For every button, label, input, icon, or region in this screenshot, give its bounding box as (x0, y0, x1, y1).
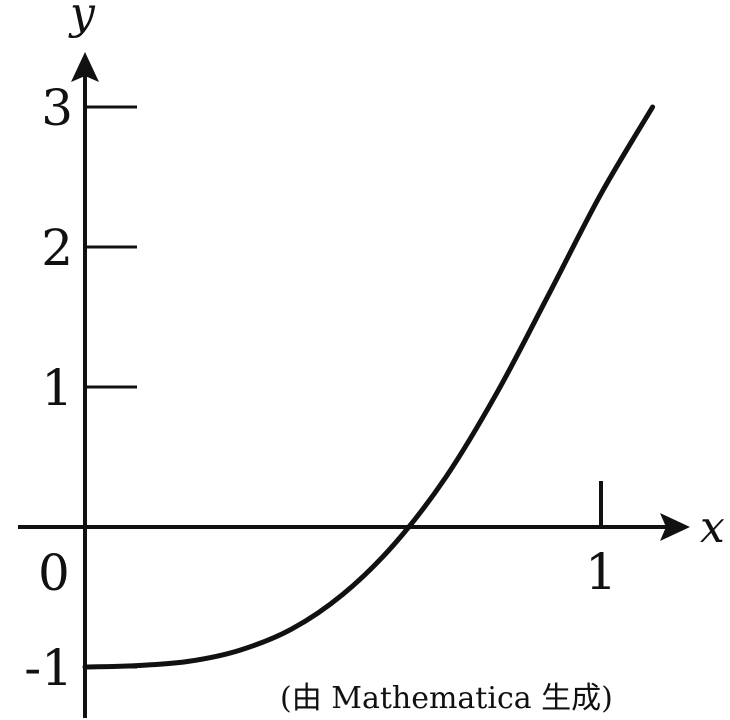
y-tick-label-2: 2 (41, 219, 73, 277)
y-tick-label-1: 1 (41, 359, 73, 417)
x-tick-label-1: 1 (585, 543, 617, 601)
x-axis-label: x (700, 502, 725, 553)
function-curve (82, 104, 656, 670)
origin-label: 0 (38, 544, 70, 602)
y-tick-label-3: 3 (41, 79, 73, 137)
caption: (由 Mathematica 生成) (280, 681, 613, 716)
x-axis-arrow (660, 513, 690, 541)
y-axis-label: y (68, 0, 96, 39)
y-tick-label-minus-1: -1 (24, 639, 73, 697)
y-axis-arrow (71, 52, 99, 82)
